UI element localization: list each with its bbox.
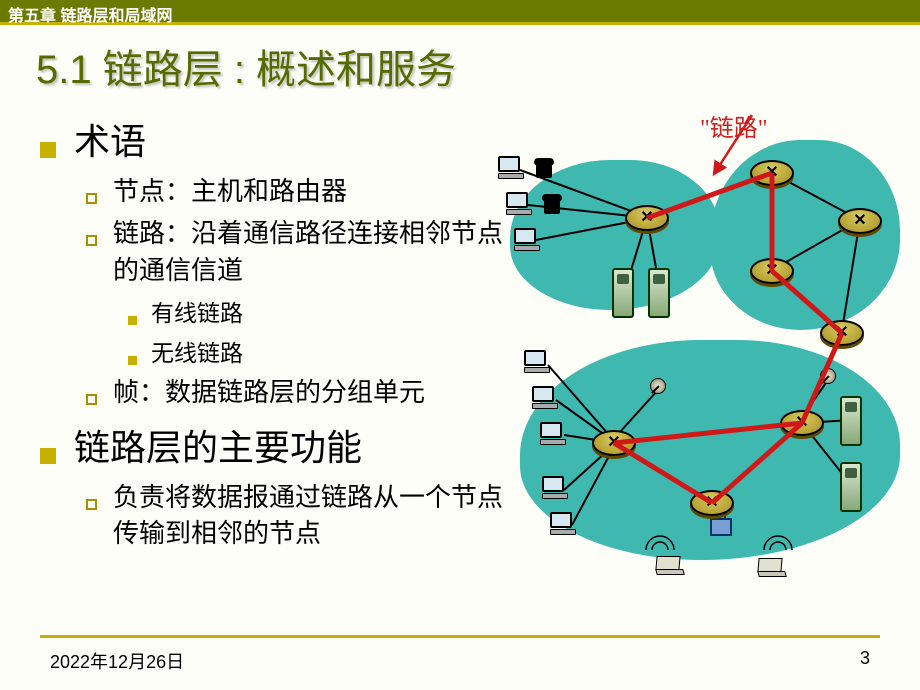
header-bar: 第五章 链路层和局域网 bbox=[0, 0, 920, 22]
bullet-square-icon bbox=[40, 142, 56, 158]
pc-icon bbox=[540, 422, 570, 446]
laptop-icon bbox=[656, 556, 686, 576]
bullet-tiny-icon bbox=[128, 356, 137, 365]
router-icon bbox=[838, 208, 882, 234]
server-icon bbox=[612, 268, 634, 318]
sub-list: 节点：主机和路由器 链路：沿着通信路径连接相邻节点的通信信道 bbox=[86, 173, 520, 411]
cloud-shape bbox=[710, 140, 900, 330]
list-item: 负责将数据报通过链路从一个节点传输到相邻的节点 bbox=[86, 479, 520, 552]
list-item: 术语 节点：主机和路由器 链路：沿着通信路径连接相邻节点的通信信道 bbox=[40, 113, 520, 411]
bullet-text: 帧：数据链路层的分组单元 bbox=[113, 374, 425, 410]
network-diagram bbox=[500, 100, 900, 580]
dish-icon bbox=[650, 378, 666, 394]
wifi-icon bbox=[710, 518, 732, 536]
pc-icon bbox=[514, 228, 544, 252]
pc-icon bbox=[542, 476, 572, 500]
list-item: 帧：数据链路层的分组单元 bbox=[86, 374, 520, 410]
bullet-box-icon bbox=[86, 193, 97, 204]
footer-date: 2022年12月26日 bbox=[50, 648, 184, 674]
footer: 2022年12月26日 3 bbox=[0, 648, 920, 674]
bullet-text: 负责将数据报通过链路从一个节点传输到相邻的节点 bbox=[113, 479, 520, 552]
list-item: 链路层的主要功能 负责将数据报通过链路从一个节点传输到相邻的节点 bbox=[40, 419, 520, 552]
left-column: 5.1 链路层 : 概述和服务 术语 节点：主机和路由器 bbox=[40, 37, 520, 559]
bullet-text: 有线链路 bbox=[151, 294, 243, 328]
phone-icon bbox=[536, 164, 552, 178]
server-icon bbox=[840, 396, 862, 446]
bullet-box-icon bbox=[86, 235, 97, 246]
bullet-text: 节点：主机和路由器 bbox=[113, 173, 347, 209]
bullet-text: 无线链路 bbox=[151, 334, 243, 368]
list-item: 有线链路 bbox=[128, 294, 520, 328]
router-icon bbox=[750, 258, 794, 284]
chapter-title: 第五章 链路层和局域网 bbox=[8, 8, 172, 25]
list-item: 无线链路 bbox=[128, 334, 520, 368]
router-icon bbox=[625, 205, 669, 231]
slide-title: 5.1 链路层 : 概述和服务 bbox=[36, 37, 520, 95]
server-icon bbox=[648, 268, 670, 318]
phone-icon bbox=[544, 200, 560, 214]
router-icon bbox=[780, 410, 824, 436]
router-icon bbox=[690, 490, 734, 516]
dish-icon bbox=[820, 368, 836, 384]
pc-icon bbox=[550, 512, 580, 536]
pc-icon bbox=[532, 386, 562, 410]
footer-page: 3 bbox=[860, 648, 870, 674]
bullet-box-icon bbox=[86, 394, 97, 405]
bullet-square-icon bbox=[40, 448, 56, 464]
pc-icon bbox=[506, 192, 536, 216]
footer-line bbox=[40, 635, 880, 638]
router-icon bbox=[820, 320, 864, 346]
sub-list: 负责将数据报通过链路从一个节点传输到相邻的节点 bbox=[86, 479, 520, 552]
list-item: 链路：沿着通信路径连接相邻节点的通信信道 有线链路 bbox=[86, 215, 520, 368]
router-icon bbox=[592, 430, 636, 456]
section-heading: 术语 bbox=[74, 113, 146, 165]
bullet-box-icon bbox=[86, 499, 97, 510]
bullet-text: 链路：沿着通信路径连接相邻节点的通信信道 bbox=[113, 215, 520, 288]
pc-icon bbox=[524, 350, 554, 374]
subsub-list: 有线链路 无线链路 bbox=[128, 294, 520, 368]
list-item: 节点：主机和路由器 bbox=[86, 173, 520, 209]
bullet-tiny-icon bbox=[128, 316, 137, 325]
router-icon bbox=[750, 160, 794, 186]
section-heading: 链路层的主要功能 bbox=[74, 419, 362, 471]
server-icon bbox=[840, 462, 862, 512]
bullet-list: 术语 节点：主机和路由器 链路：沿着通信路径连接相邻节点的通信信道 bbox=[40, 113, 520, 551]
pc-icon bbox=[498, 156, 528, 180]
laptop-icon bbox=[758, 558, 788, 578]
